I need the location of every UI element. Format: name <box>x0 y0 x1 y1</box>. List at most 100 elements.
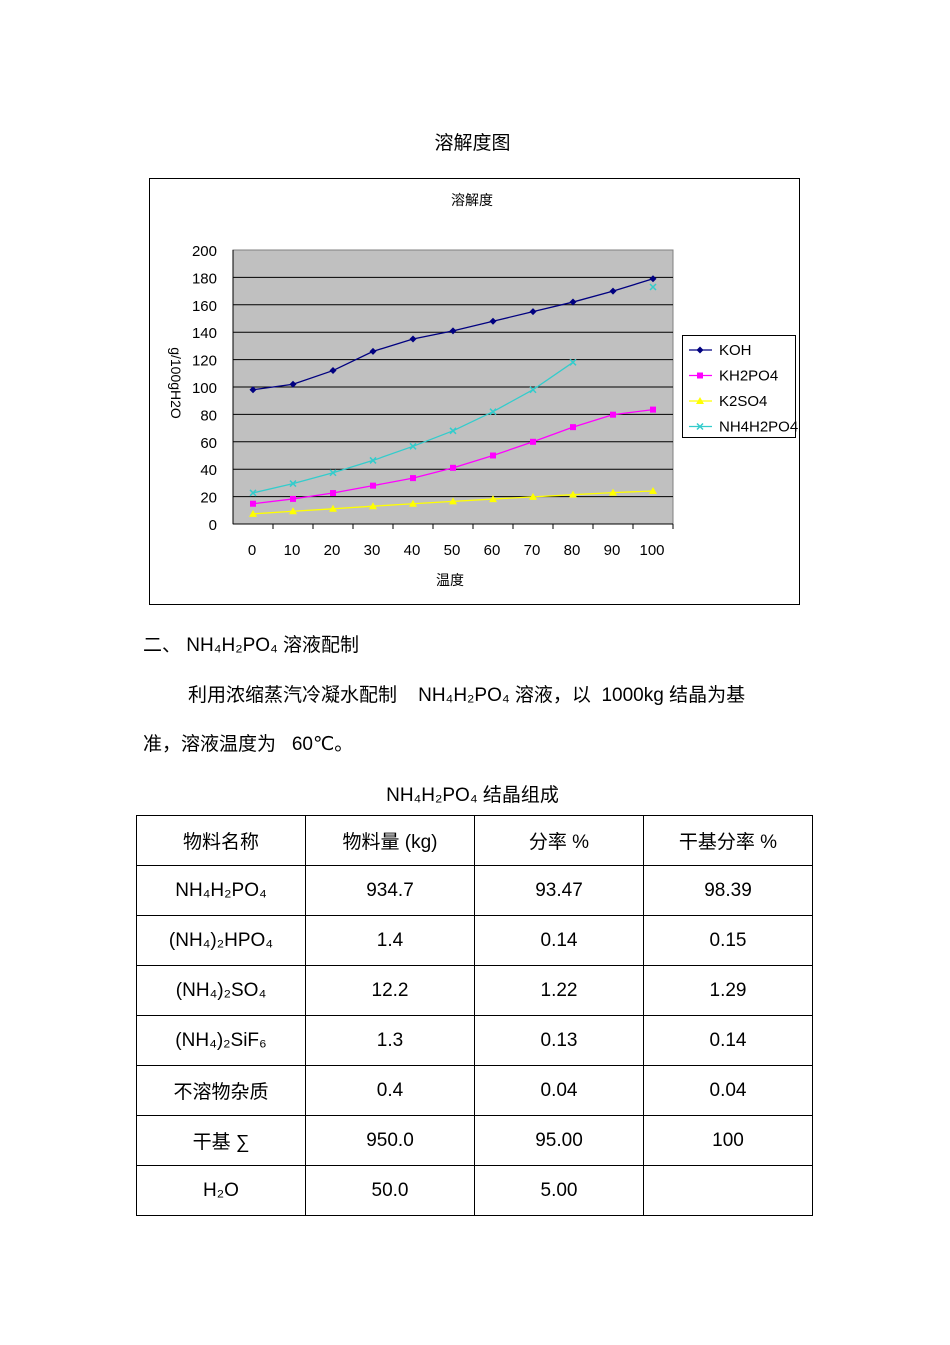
series-koh <box>249 275 657 394</box>
data-point-triangle <box>569 490 577 498</box>
table-cell: 950.0 <box>305 1115 475 1166</box>
table-cell: 93.47 <box>474 865 644 916</box>
table-cell: 1.3 <box>305 1015 475 1066</box>
data-point-x <box>489 408 497 416</box>
series-kh2po4 <box>250 406 656 507</box>
table-cell: 934.7 <box>305 865 475 916</box>
y-tick-label: 20 <box>200 490 217 507</box>
paragraph-line-1: 利用浓缩蒸汽冷凝水配制 NH₄H₂PO₄ 溶液，以 1000kg 结晶为基 <box>188 685 746 706</box>
x-tick-label: 60 <box>484 542 501 559</box>
header-cell: 物料量 (kg) <box>305 815 475 866</box>
table-row: (NH₄)₂HPO₄ 1.4 0.14 0.15 <box>136 915 813 966</box>
table-cell: 0.04 <box>474 1065 644 1116</box>
table-cell: 0.4 <box>305 1065 475 1116</box>
table-cell: (NH₄)₂SO₄ <box>136 965 306 1016</box>
x-tick-label: 10 <box>284 542 301 559</box>
data-point-triangle <box>449 497 457 505</box>
data-point-x <box>449 427 457 435</box>
table-cell <box>643 1165 813 1216</box>
y-tick-label: 160 <box>192 298 217 315</box>
data-point-x <box>409 442 417 450</box>
table-row: H₂O 50.0 5.00 <box>136 1165 813 1216</box>
composition-table: 物料名称 物料量 (kg) 分率 % 干基分率 % NH₄H₂PO₄ 934.7 9… <box>136 815 813 1216</box>
data-point-triangle <box>329 504 337 512</box>
table-cell: 100 <box>643 1115 813 1166</box>
legend-label: KH2PO4 <box>719 368 778 385</box>
data-point-triangle <box>369 502 377 510</box>
data-point-x <box>696 422 704 431</box>
data-point-diamond <box>449 327 457 335</box>
data-point-square <box>610 411 616 418</box>
table-row: 干基 ∑ 950.0 95.00 100 <box>136 1115 813 1166</box>
data-point-diamond <box>369 347 377 355</box>
data-point-diamond <box>489 317 497 325</box>
table-cell: NH₄H₂PO₄ <box>136 865 306 916</box>
data-point-diamond <box>249 386 257 394</box>
data-point-x <box>649 283 657 291</box>
legend-label: NH4H2PO4 <box>719 419 798 436</box>
data-point-square <box>330 490 336 497</box>
data-point-x <box>289 480 297 488</box>
table-cell: 0.13 <box>474 1015 644 1066</box>
data-point-x <box>569 358 577 366</box>
table-cell: 98.39 <box>643 865 813 916</box>
table-row: 不溶物杂质 0.4 0.04 0.04 <box>136 1065 813 1116</box>
table-cell: 1.22 <box>474 965 644 1016</box>
data-point-diamond <box>289 380 297 388</box>
table-cell: 12.2 <box>305 965 475 1016</box>
data-point-x <box>529 386 537 394</box>
data-point-square <box>570 424 576 431</box>
chart-title: 溶解度 <box>451 192 493 208</box>
data-point-square <box>250 500 256 507</box>
y-tick-label: 40 <box>200 462 217 479</box>
table-cell: 0.14 <box>474 915 644 966</box>
table-cell: H₂O <box>136 1165 306 1216</box>
data-point-square <box>450 464 456 471</box>
x-axis-label: 温度 <box>436 572 464 588</box>
data-point-square <box>490 452 496 459</box>
data-point-triangle <box>696 397 704 404</box>
data-point-triangle <box>609 488 617 496</box>
y-tick-label: 100 <box>192 380 217 397</box>
legend-box <box>682 335 796 438</box>
data-point-square <box>697 372 703 379</box>
y-tick-label: 140 <box>192 325 217 342</box>
data-point-x <box>369 456 377 464</box>
table-row: NH₄H₂PO₄ 934.7 93.47 98.39 <box>136 865 813 916</box>
header-cell: 干基分率 % <box>643 815 813 866</box>
table-cell: 干基 ∑ <box>136 1115 306 1166</box>
y-tick-label: 80 <box>200 407 217 424</box>
header-cell: 物料名称 <box>136 815 306 866</box>
x-tick-label: 40 <box>404 542 421 559</box>
data-point-diamond <box>569 298 577 306</box>
y-tick-label: 180 <box>192 270 217 287</box>
table-row: (NH₄)₂SiF₆ 1.3 0.13 0.14 <box>136 1015 813 1066</box>
legend-label: K2SO4 <box>719 393 767 410</box>
x-tick-label: 100 <box>639 542 664 559</box>
y-tick-label: 200 <box>192 243 217 260</box>
data-point-diamond <box>609 287 617 295</box>
data-point-triangle <box>289 507 297 515</box>
table-cell: 0.14 <box>643 1015 813 1066</box>
x-tick-label: 90 <box>604 542 621 559</box>
data-point-square <box>650 406 656 413</box>
x-tick-label: 20 <box>324 542 341 559</box>
x-tick-label: 0 <box>248 542 256 559</box>
series-nh4h2po4 <box>249 283 657 497</box>
y-tick-label: 60 <box>200 435 217 452</box>
solubility-chart: 溶解度 0 20 40 60 80 100 120 140 160 180 200 0 10 20 30 40 5… <box>149 178 800 605</box>
table-row: (NH₄)₂SO₄ 12.2 1.22 1.29 <box>136 965 813 1016</box>
y-tick-label: 120 <box>192 353 217 370</box>
y-axis-label: g/100gH2O <box>168 347 184 419</box>
table-cell: 50.0 <box>305 1165 475 1216</box>
series-k2so4 <box>249 486 657 517</box>
data-point-diamond <box>409 335 417 343</box>
table-cell: (NH₄)₂SiF₆ <box>136 1015 306 1066</box>
data-point-square <box>530 438 536 445</box>
data-point-triangle <box>649 486 657 494</box>
x-tick-label: 50 <box>444 542 461 559</box>
document-title: 溶解度图 <box>434 133 511 154</box>
legend-label: KOH <box>719 342 752 359</box>
table-header-row: 物料名称 物料量 (kg) 分率 % 干基分率 % <box>136 815 813 866</box>
